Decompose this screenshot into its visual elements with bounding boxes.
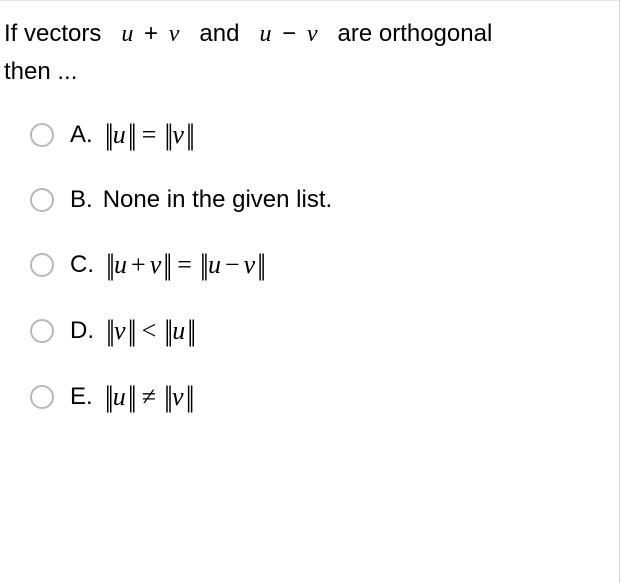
option-c[interactable]: C. ||u+v|| = ||u−v|| [4,250,611,280]
option-a[interactable]: A. ||u|| = ||v|| [4,120,611,150]
norm-open-icon: || [162,316,172,346]
q-line2: then ... [4,58,77,85]
var-u: u [114,250,127,280]
q-prefix: If vectors [4,20,101,47]
var-v: v [172,120,184,150]
norm-close-icon: || [184,120,194,150]
radio-c[interactable] [30,253,54,277]
norm-close-icon: || [184,382,194,412]
var-v: v [114,316,126,346]
q-expr1-v: v [169,21,180,47]
option-e[interactable]: E. ||u|| ≠ ||v|| [4,382,611,412]
option-d-math: ||v|| < ||u|| [104,316,195,346]
option-a-math: ||u|| = ||v|| [103,120,194,150]
var-u: u [113,120,126,150]
norm-open-icon: || [104,316,114,346]
var-u: u [113,382,126,412]
norm-open-icon: || [162,382,172,412]
option-d-letter: D. [70,317,94,345]
var-v: v [244,250,256,280]
radio-a[interactable] [30,123,54,147]
norm-open-icon: || [104,250,114,280]
options-list: A. ||u|| = ||v|| B. None in the given li… [4,120,611,412]
q-expr2-v: v [307,21,318,47]
plus-op: + [131,250,146,280]
q-suffix: are orthogonal [338,20,493,47]
q-expr1-op: + [144,20,158,47]
radio-e[interactable] [30,385,54,409]
option-a-letter: A. [70,121,93,149]
option-c-math: ||u+v|| = ||u−v|| [104,250,265,280]
option-a-label: A. ||u|| = ||v|| [70,120,194,150]
var-u: u [172,316,185,346]
var-v: v [150,250,162,280]
norm-open-icon: || [103,120,113,150]
option-e-label: E. ||u|| ≠ ||v|| [70,382,194,412]
norm-open-icon: || [198,250,208,280]
norm-close-icon: || [126,382,136,412]
option-d[interactable]: D. ||v|| < ||u|| [4,316,611,346]
norm-close-icon: || [161,250,171,280]
option-b-text: None in the given list. [103,186,332,214]
option-b[interactable]: B. None in the given list. [4,186,611,214]
q-expr2-u: u [259,21,271,47]
option-b-label: B. None in the given list. [70,186,332,214]
norm-close-icon: || [126,316,136,346]
option-c-letter: C. [70,251,94,279]
norm-close-icon: || [255,250,265,280]
q-mid: and [199,20,239,47]
relation-eq: = [142,120,157,150]
option-e-math: ||u|| ≠ ||v|| [103,382,194,412]
relation-neq: ≠ [142,382,156,412]
q-expr1-u: u [121,21,133,47]
radio-b[interactable] [30,188,54,212]
quiz-container: If vectors u + v and u − v are orthogona… [0,0,620,583]
minus-op: − [225,250,240,280]
option-c-label: C. ||u+v|| = ||u−v|| [70,250,265,280]
norm-open-icon: || [162,120,172,150]
radio-d[interactable] [30,319,54,343]
option-e-letter: E. [70,383,93,411]
question-text: If vectors u + v and u − v are orthogona… [4,15,611,92]
norm-open-icon: || [103,382,113,412]
q-expr2-op: − [282,20,296,47]
var-u: u [208,250,221,280]
relation-eq: = [177,250,192,280]
option-d-label: D. ||v|| < ||u|| [70,316,195,346]
norm-close-icon: || [185,316,195,346]
norm-close-icon: || [126,120,136,150]
relation-lt: < [142,316,157,346]
var-v: v [172,382,184,412]
option-b-letter: B. [70,186,93,214]
